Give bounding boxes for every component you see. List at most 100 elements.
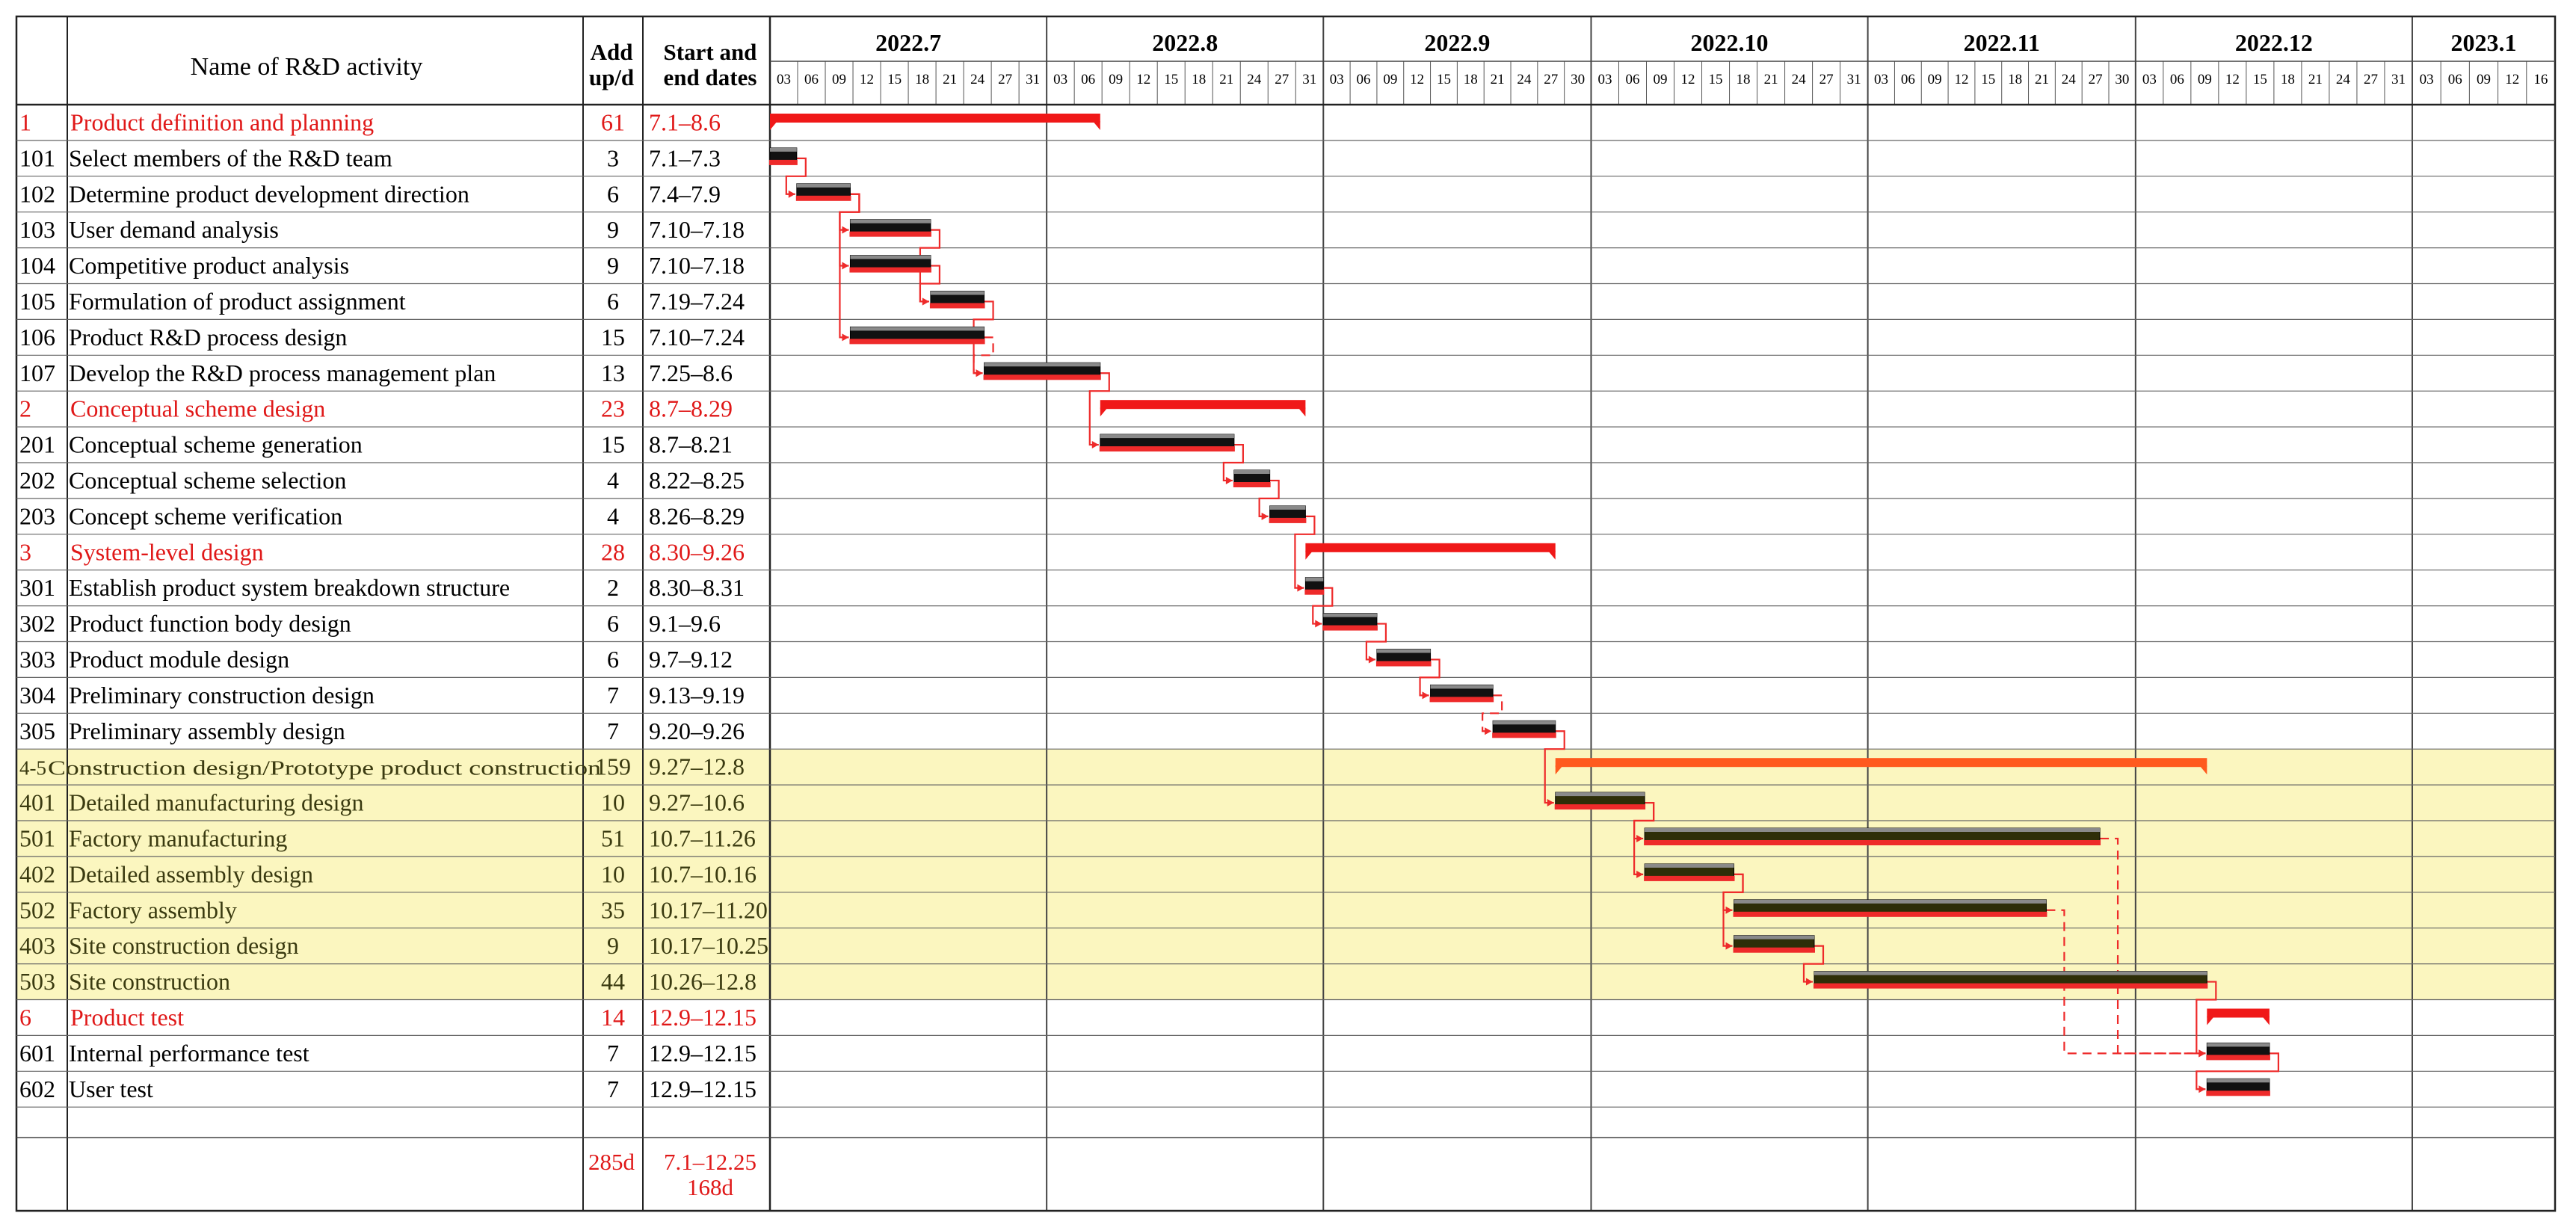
day-tick-label: 15 [887, 72, 902, 87]
task-bar-base [1429, 697, 1494, 703]
task-bar [1269, 505, 1307, 523]
task-dates: 8.26–8.29 [649, 502, 745, 529]
day-tick-label: 03 [1053, 72, 1067, 87]
task-dates: 12.9–12.15 [649, 1076, 757, 1102]
task-name: Product R&D process design [69, 324, 347, 351]
task-row: 403 Site construction design 9 10.17–10.25 [19, 932, 768, 959]
task-id: 106 [19, 324, 55, 351]
dependency-link [1088, 372, 1110, 446]
task-id: 105 [19, 288, 55, 315]
links-layer [785, 157, 2280, 1093]
day-tick-label: 09 [1654, 72, 1668, 87]
day-tick-label: 31 [2391, 72, 2406, 87]
summary-bar [1555, 758, 2207, 775]
task-name: Formulation of product assignment [69, 288, 406, 315]
header-dates-title-2: end dates [664, 64, 757, 90]
task-name: Competitive product analysis [69, 252, 349, 279]
summary-bar [2207, 1008, 2270, 1025]
task-name: Preliminary assembly design [69, 718, 345, 744]
task-bar-top [1305, 577, 1324, 581]
task-name: Conceptual scheme design [70, 395, 325, 422]
day-tick-label: 30 [2115, 72, 2129, 87]
summary-bar-cap-right [1547, 550, 1556, 560]
task-bar [1733, 899, 2047, 917]
day-tick-label: 18 [1464, 72, 1478, 87]
task-id: 4-5 [19, 757, 46, 780]
day-tick-label: 21 [1491, 72, 1505, 87]
day-tick-label: 30 [1571, 72, 1585, 87]
task-bar-base [983, 374, 1101, 380]
task-id: 102 [19, 180, 55, 207]
task-name: Site construction [69, 968, 230, 995]
task-row: 102 Determine product development directi… [19, 180, 721, 207]
day-tick-label: 31 [1847, 72, 1861, 87]
dependency-link [1294, 515, 1316, 589]
task-bar-base [849, 231, 931, 237]
dependency-arrowhead [2198, 1085, 2206, 1093]
task-duration: 14 [601, 1004, 625, 1031]
background-layer [16, 749, 2555, 1000]
task-id: 104 [19, 252, 55, 279]
task-id: 2 [19, 395, 31, 422]
task-dates: 9.7–9.12 [649, 646, 733, 673]
task-bar-top [1814, 971, 2207, 975]
dependency-arrowhead [1261, 512, 1269, 520]
dependency-arrowhead [1091, 441, 1099, 449]
task-bar-base [1644, 840, 2101, 845]
task-row: 1 Product definition and planning 61 7.1–8.… [19, 108, 721, 135]
task-bar-base [1644, 875, 1735, 881]
task-duration: 10 [601, 789, 625, 816]
summary-bar-cap-left [1555, 765, 1563, 775]
dependency-link [1365, 623, 1387, 661]
summary-bar-cap-right [1092, 121, 1100, 130]
day-tick-label: 24 [1247, 72, 1262, 87]
task-name: Factory manufacturing [69, 824, 287, 851]
summary-bar-cap-right [2261, 1016, 2270, 1025]
task-row: 202 Conceptual scheme selection 4 8.22–8.25 [19, 466, 745, 493]
task-duration: 10 [601, 860, 625, 887]
task-bar-top [1233, 470, 1270, 474]
task-dates: 10.26–12.8 [649, 968, 757, 995]
day-tick-label: 09 [1383, 72, 1397, 87]
task-bar-top [1734, 935, 1814, 939]
task-name: Preliminary construction design [69, 682, 375, 709]
task-row: 4-5 Construction design/Prototype product… [19, 753, 745, 780]
task-row: 105 Formulation of product assignment 6 7.1… [19, 288, 745, 315]
task-duration: 44 [601, 968, 625, 995]
task-bar-top [930, 291, 985, 295]
task-name: Construction design/Prototype product co… [48, 757, 602, 780]
task-bar-base [1375, 661, 1432, 667]
task-bar-base [1099, 446, 1235, 452]
day-tick-label: 21 [943, 72, 957, 87]
task-dates: 8.30–8.31 [649, 574, 745, 601]
task-bar [929, 291, 985, 309]
summary-bar-cap-left [1305, 550, 1313, 560]
task-id: 6 [19, 1004, 31, 1031]
task-dates: 10.7–11.26 [649, 824, 756, 851]
task-bar [795, 183, 851, 201]
task-id: 302 [19, 610, 55, 637]
task-name: Determine product development direction [69, 180, 469, 207]
day-tick-label: 09 [2198, 72, 2212, 87]
task-row: 303 Product module design 6 9.7–9.12 [19, 646, 733, 673]
summary-bar-cap-left [2207, 1016, 2215, 1025]
task-duration: 6 [607, 180, 619, 207]
dependency-link [919, 265, 941, 303]
task-row: 401 Detailed manufacturing design 10 9.27–1… [19, 789, 745, 816]
task-dates: 7.25–8.6 [649, 360, 733, 386]
task-dates: 10.17–11.20 [649, 896, 768, 923]
task-dates: 10.17–10.25 [649, 932, 768, 959]
month-header-2022.9: 2022.9 03 06 09 12 15 18 21 24 27 30 [1330, 29, 1585, 87]
task-name: Conceptual scheme selection [69, 466, 346, 493]
summary-bar-cap-left [1100, 407, 1108, 417]
task-dates: 7.10–7.18 [649, 252, 745, 279]
task-id: 3 [19, 538, 31, 565]
summary-bar [770, 114, 1100, 130]
task-id: 201 [19, 431, 55, 458]
task-duration: 13 [601, 360, 625, 386]
day-tick-label: 03 [777, 72, 791, 87]
task-duration: 28 [601, 538, 625, 565]
task-bar [2206, 1078, 2270, 1096]
day-tick-label: 06 [2448, 72, 2462, 87]
